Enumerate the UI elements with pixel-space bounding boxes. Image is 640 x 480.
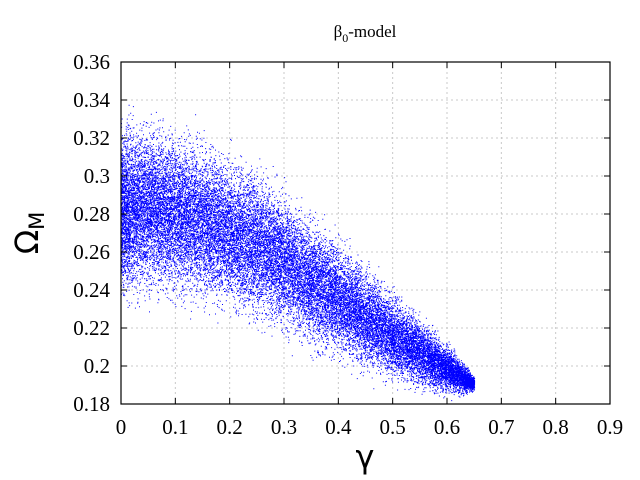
x-axis-label: γ bbox=[356, 438, 375, 476]
x-tick-label: 0.3 bbox=[271, 415, 297, 439]
y-tick-label: 0.26 bbox=[73, 240, 110, 264]
y-tick-label: 0.32 bbox=[73, 126, 110, 150]
scatter-points bbox=[121, 104, 476, 402]
x-tick-label: 0.9 bbox=[597, 415, 623, 439]
y-tick-label: 0.28 bbox=[73, 202, 110, 226]
y-tick-label: 0.34 bbox=[73, 88, 110, 112]
chart-title-subscript: 0 bbox=[342, 31, 348, 45]
y-tick-label: 0.36 bbox=[73, 50, 110, 74]
chart-title-rest: -model bbox=[348, 22, 396, 41]
plot-frame bbox=[120, 61, 611, 405]
chart-title-base: β bbox=[334, 22, 343, 41]
y-tick-label: 0.24 bbox=[73, 278, 110, 302]
tick-marks bbox=[120, 61, 611, 405]
y-tick-label: 0.22 bbox=[73, 316, 110, 340]
chart-title: β0-model bbox=[334, 22, 397, 45]
y-tick-labels: 0.18 0.2 0.22 0.24 0.26 0.28 0.3 0.32 0.34 0.36 bbox=[73, 50, 110, 416]
x-tick-label: 0.4 bbox=[325, 415, 352, 439]
x-tick-label: 0.5 bbox=[380, 415, 406, 439]
y-axis-label: ΩM bbox=[8, 212, 49, 255]
x-tick-label: 0.1 bbox=[162, 415, 188, 439]
data-points bbox=[121, 104, 476, 402]
y-tick-label: 0.2 bbox=[84, 354, 110, 378]
x-tick-label: 0.8 bbox=[543, 415, 569, 439]
x-tick-label: 0.2 bbox=[217, 415, 243, 439]
x-tick-label: 0.7 bbox=[488, 415, 514, 439]
y-tick-label: 0.3 bbox=[84, 164, 110, 188]
x-tick-label: 0.6 bbox=[434, 415, 460, 439]
y-axis-label-base: Ω bbox=[8, 230, 46, 254]
x-tick-labels: 0 0.1 0.2 0.3 0.4 0.5 0.6 0.7 0.8 0.9 bbox=[116, 415, 623, 439]
x-tick-label: 0 bbox=[116, 415, 127, 439]
y-tick-label: 0.18 bbox=[73, 392, 110, 416]
y-axis-label-subscript: M bbox=[25, 212, 49, 230]
